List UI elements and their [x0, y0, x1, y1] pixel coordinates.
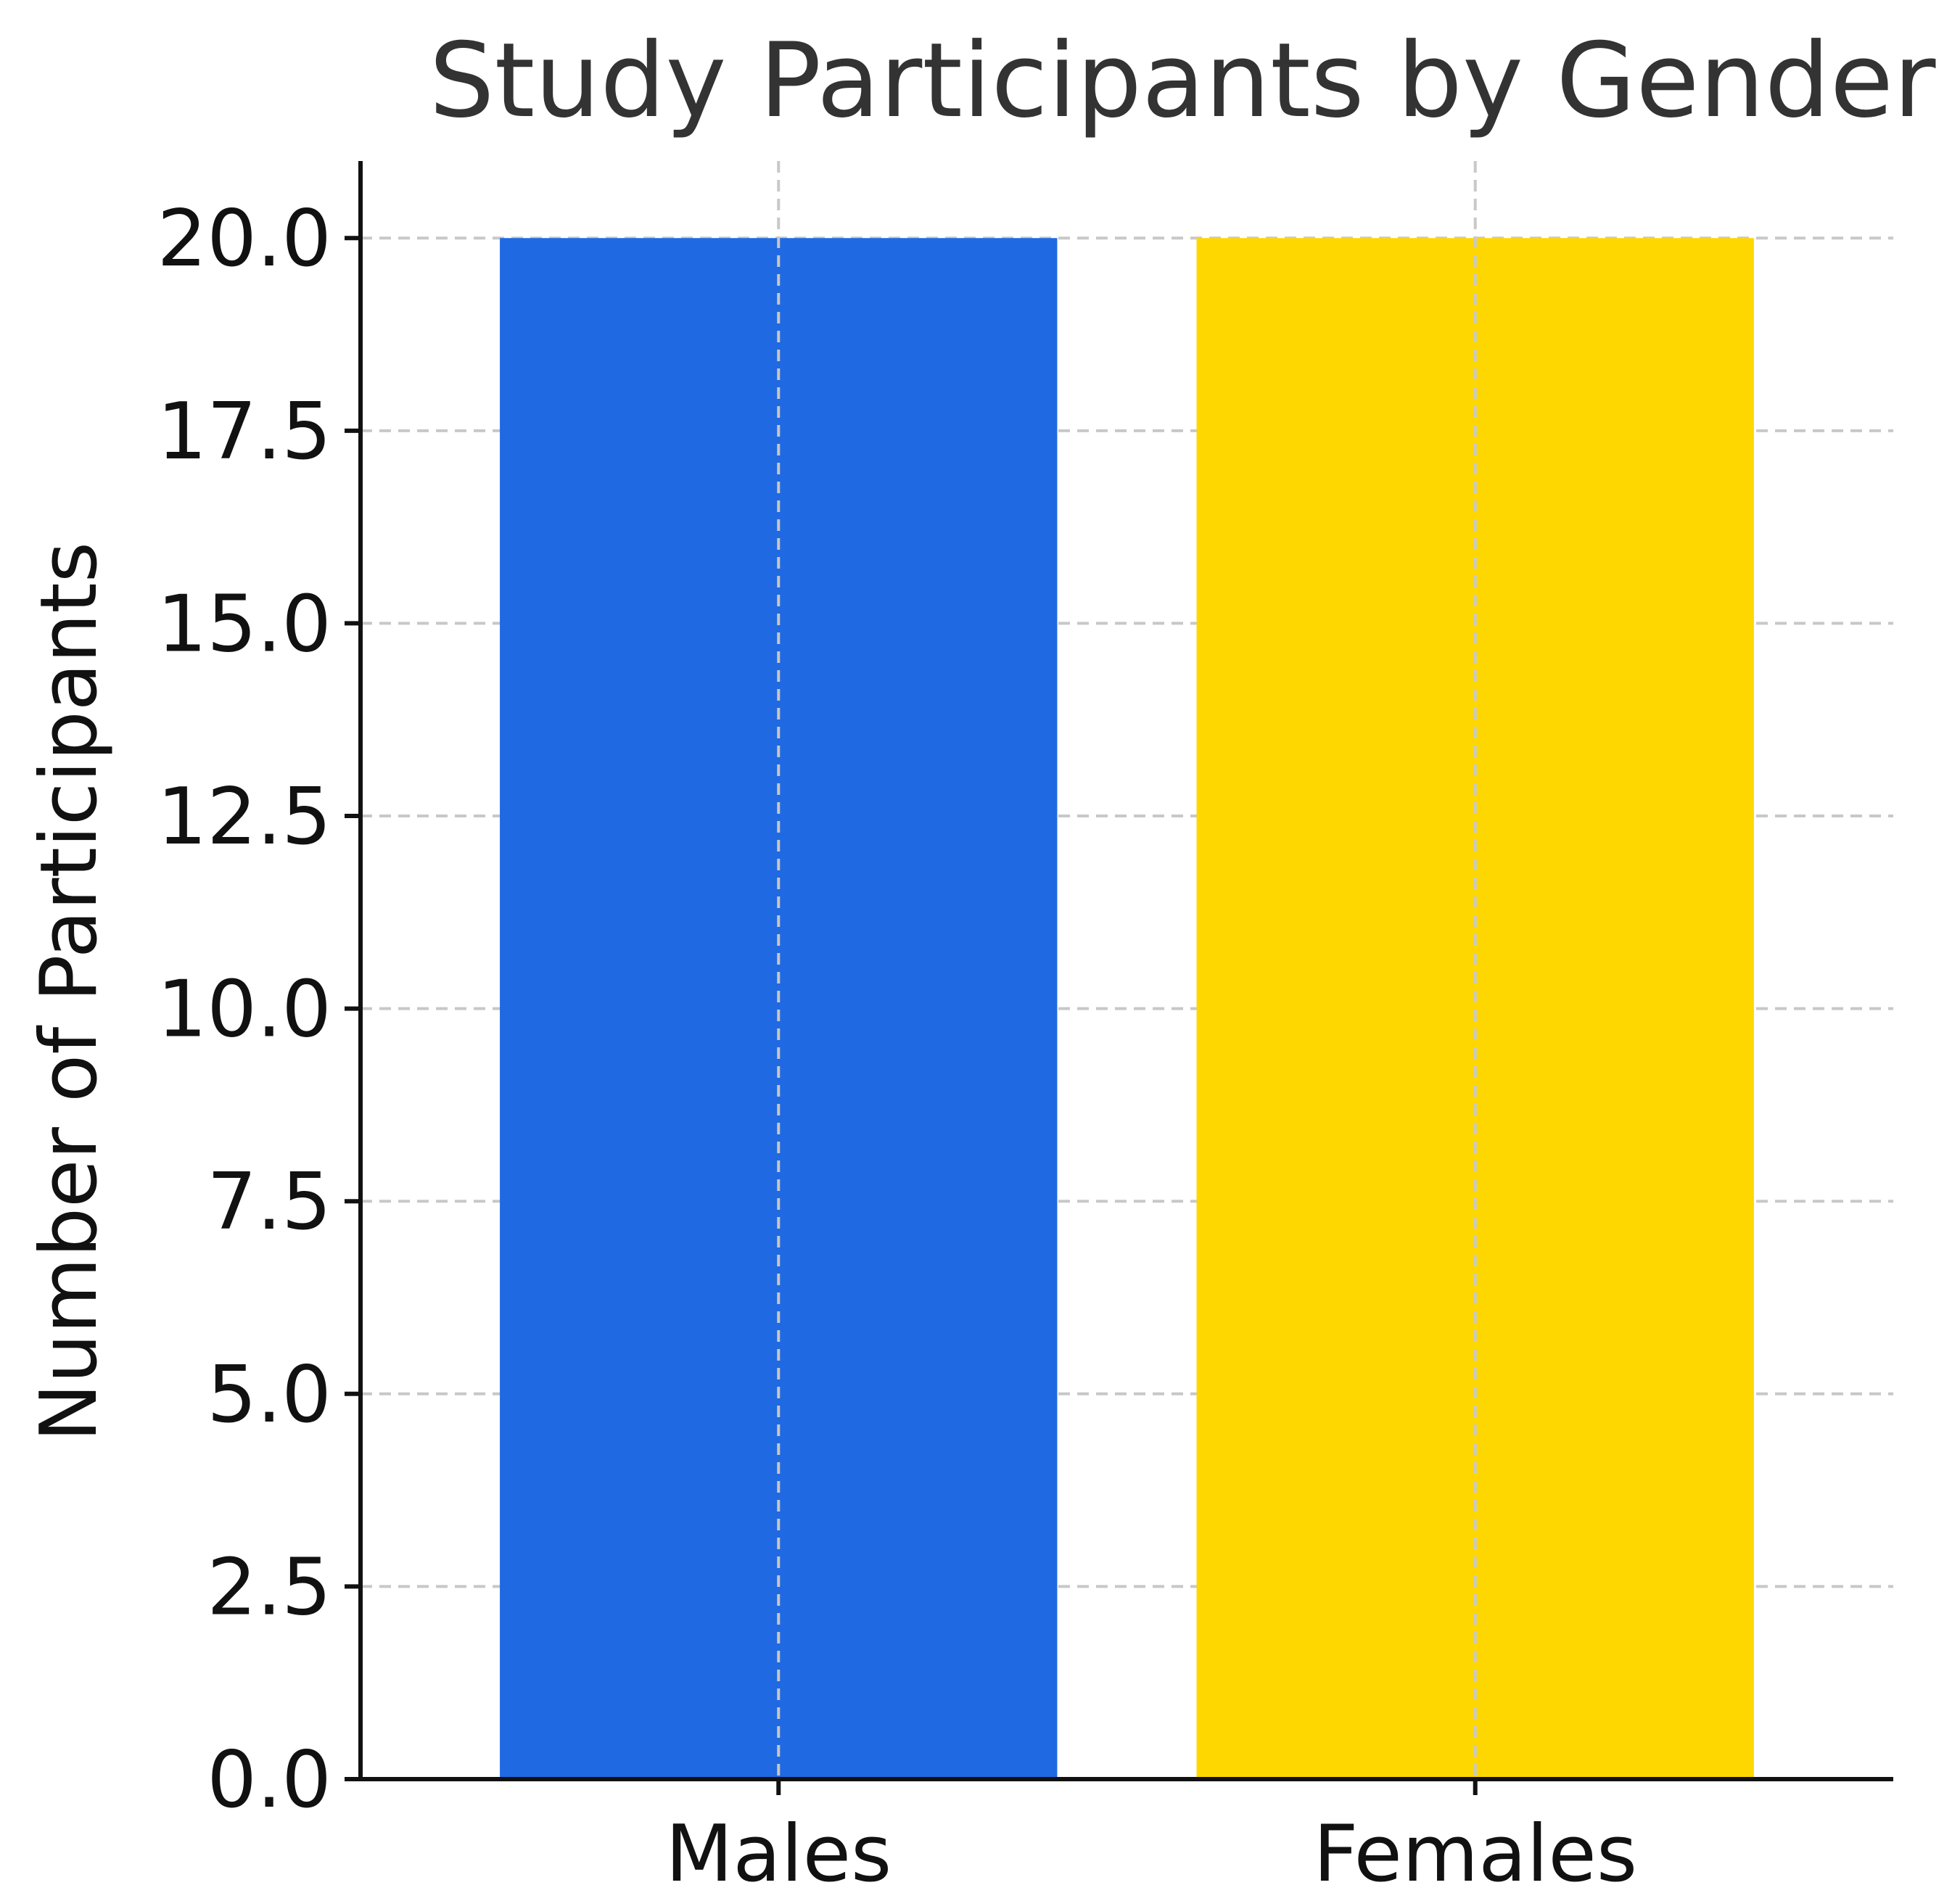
y-tick-label: 0.0: [207, 1735, 332, 1826]
y-tick-label: 5.0: [207, 1350, 332, 1440]
x-tick-label-females: Females: [1313, 1809, 1637, 1893]
x-ticks: Males Females: [665, 1779, 1637, 1893]
x-tick-label-males: Males: [665, 1809, 892, 1893]
y-tick-label: 12.5: [157, 772, 332, 862]
y-tick-label: 17.5: [157, 387, 332, 477]
bars: [500, 238, 1754, 1780]
x-grid: [777, 161, 1477, 1779]
chart-title: Study Participants by Gender: [429, 21, 1937, 141]
y-axis-label: Number of Participants: [24, 542, 115, 1442]
y-tick-label: 7.5: [207, 1157, 332, 1247]
y-tick-label: 15.0: [157, 579, 332, 669]
y-ticks: 0.0 2.5 5.0 7.5 10.0 12.5 15.0 17.5 20.0: [157, 194, 361, 1826]
y-tick-label: 20.0: [157, 194, 332, 284]
y-tick-label: 2.5: [207, 1542, 332, 1633]
y-tick-label: 10.0: [157, 965, 332, 1055]
